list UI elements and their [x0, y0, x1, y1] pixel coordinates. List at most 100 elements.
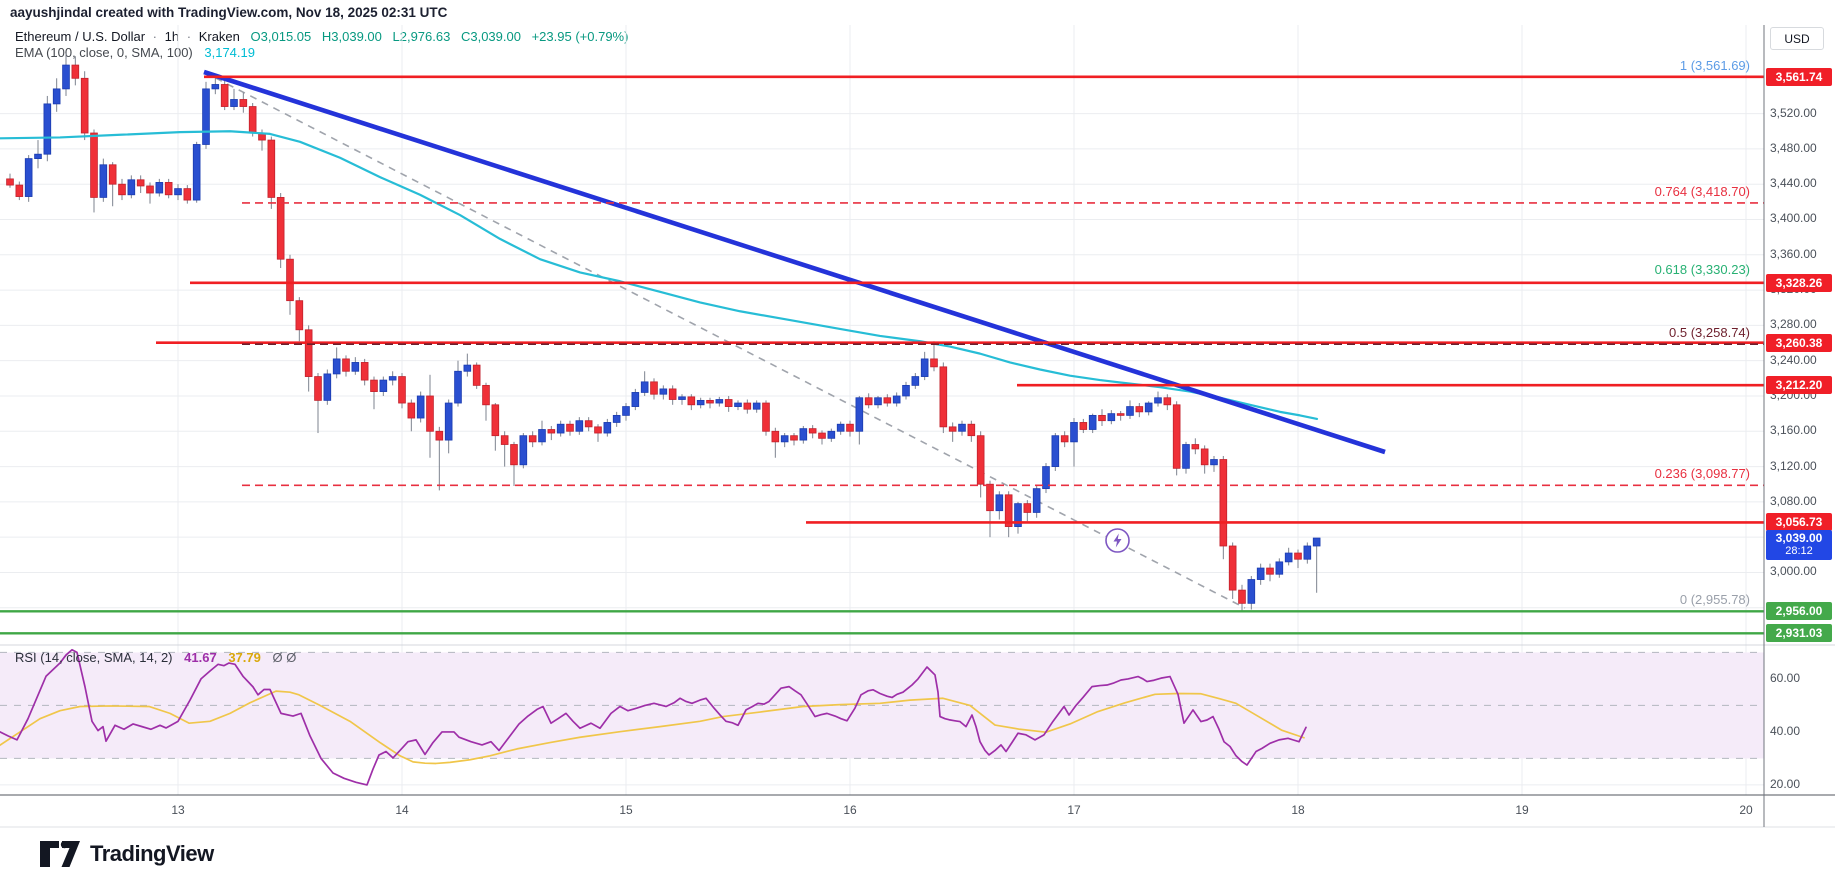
price-axis-label[interactable]: 3,160.00	[1770, 423, 1817, 438]
price-axis-label[interactable]: 3,360.00	[1770, 246, 1817, 261]
candle-down	[1135, 406, 1144, 413]
candle-down	[6, 178, 14, 186]
time-axis-label[interactable]: 17	[1067, 803, 1081, 817]
candle-up	[454, 370, 462, 404]
support-price-badge: 2,956.00	[1766, 602, 1832, 621]
ema-value: 3,174.19	[204, 45, 255, 60]
candle-up	[52, 88, 61, 105]
ema-legend[interactable]: EMA (100, close, 0, SMA, 100) 3,174.19	[15, 45, 255, 60]
rsi-extra-values: Ø Ø	[272, 650, 297, 665]
candle-down	[762, 402, 770, 432]
candle-down	[706, 399, 714, 404]
candle-down	[108, 164, 117, 185]
candle-down	[1238, 589, 1246, 604]
time-axis-label[interactable]: 18	[1291, 803, 1305, 817]
candle-down	[136, 179, 145, 187]
resistance-price-badge: 3,328.26	[1766, 273, 1832, 292]
candle-up	[622, 406, 630, 416]
candle-down	[146, 185, 154, 194]
price-axis-label[interactable]: 3,120.00	[1770, 458, 1817, 473]
price-axis-label[interactable]: 3,480.00	[1770, 140, 1817, 155]
candle-up	[734, 402, 742, 407]
candle-down	[1172, 404, 1181, 469]
ohlc-close: C3,039.00	[460, 29, 521, 44]
candle-up	[612, 414, 621, 423]
candle-up	[1126, 406, 1134, 416]
candle-up	[1210, 459, 1218, 466]
time-axis-label[interactable]: 20	[1739, 803, 1753, 817]
candle-down	[183, 188, 192, 201]
candle-up	[332, 358, 341, 375]
rsi-value: 41.67	[184, 650, 217, 665]
legend-separator: ·	[186, 29, 192, 44]
interval-label[interactable]: 1h	[164, 29, 180, 44]
time-axis-label[interactable]: 19	[1515, 803, 1529, 817]
candle-down	[1191, 444, 1200, 450]
candle-down	[528, 435, 537, 443]
ema-label: EMA (100, close, 0, SMA, 100)	[15, 45, 193, 60]
time-axis-label[interactable]: 13	[171, 803, 185, 817]
rsi-axis-label[interactable]: 20.00	[1770, 776, 1801, 791]
rsi-axis-label[interactable]: 60.00	[1770, 670, 1801, 685]
candle-up	[1275, 561, 1284, 575]
current-price-badge: 3,039.00 28:12	[1766, 530, 1832, 561]
candle-up	[127, 179, 136, 196]
candle-up	[920, 358, 929, 377]
candle-down	[304, 329, 313, 377]
candle-up	[1144, 402, 1153, 413]
candle-down	[118, 183, 126, 196]
time-axis-label[interactable]: 15	[619, 803, 633, 817]
candle-down	[248, 106, 257, 134]
candle-down	[1116, 413, 1125, 416]
candle-down	[510, 444, 518, 466]
tradingview-logo-text: TradingView	[90, 841, 214, 866]
candle-up	[556, 423, 565, 434]
candle-down	[1004, 494, 1013, 527]
time-axis-label[interactable]: 16	[843, 803, 857, 817]
candle-up	[43, 103, 52, 155]
candle-down	[267, 139, 276, 198]
candle-down	[1228, 545, 1237, 591]
candle-down	[1266, 567, 1274, 575]
candle-down	[164, 182, 173, 196]
candle-up	[575, 420, 584, 432]
candle-up	[351, 362, 360, 372]
rsi-label: RSI (14, close, SMA, 14, 2)	[15, 650, 173, 665]
candle-down	[743, 402, 752, 410]
candle-down	[948, 426, 957, 432]
candle-down	[1060, 435, 1069, 443]
candle-up	[874, 397, 882, 406]
candle-down	[986, 483, 994, 512]
candle-down	[370, 379, 378, 392]
price-axis-label[interactable]: 3,520.00	[1770, 105, 1817, 120]
candle-up	[827, 430, 836, 439]
candle-up	[463, 364, 472, 372]
currency-toggle[interactable]: USD	[1770, 27, 1824, 50]
rsi-legend[interactable]: RSI (14, close, SMA, 14, 2) 41.67 37.79 …	[15, 650, 296, 665]
candle-down	[724, 399, 733, 407]
candle-up	[1312, 537, 1321, 547]
time-axis-label[interactable]: 14	[395, 803, 409, 817]
symbol-legend[interactable]: Ethereum / U.S. Dollar · 1h · Kraken O3,…	[15, 29, 628, 44]
candle-down	[584, 420, 593, 428]
price-axis-label[interactable]: 3,000.00	[1770, 564, 1817, 579]
candle-up	[416, 395, 425, 419]
candle-down	[547, 429, 556, 434]
candle-up	[696, 399, 705, 406]
tradingview-logo[interactable]: TradingView	[40, 841, 214, 867]
candle-down	[846, 423, 854, 432]
price-axis-label[interactable]: 3,240.00	[1770, 352, 1817, 367]
ohlc-change: +23.95 (+0.79%)	[531, 29, 629, 44]
fib-baseline-trendline	[203, 71, 1246, 609]
rsi-axis-label[interactable]: 40.00	[1770, 723, 1801, 738]
price-axis-label[interactable]: 3,440.00	[1770, 176, 1817, 191]
candle-down	[1163, 397, 1172, 406]
lightning-marker-icon[interactable]	[1104, 527, 1131, 559]
candle-down	[1023, 503, 1032, 513]
price-axis-label[interactable]: 3,280.00	[1770, 317, 1817, 332]
price-axis-label[interactable]: 3,080.00	[1770, 493, 1817, 508]
candle-up	[1107, 413, 1116, 422]
price-axis-label[interactable]: 3,400.00	[1770, 211, 1817, 226]
